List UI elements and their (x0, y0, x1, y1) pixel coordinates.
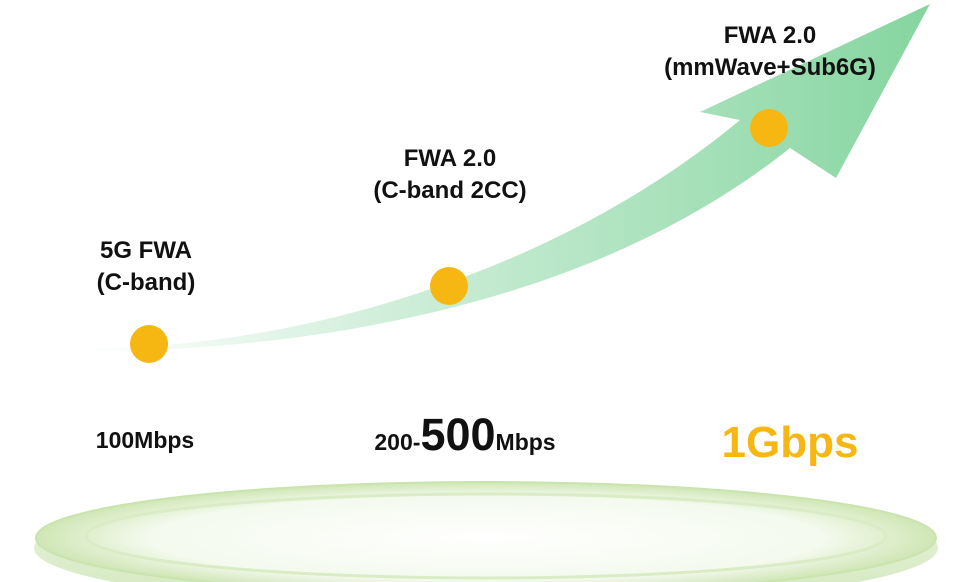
stage-label-fwa2-mmwave: FWA 2.0 (mmWave+Sub6G) (600, 20, 940, 85)
platform-disc-icon (34, 481, 938, 582)
milestone-dot-icon (130, 325, 168, 363)
stage-label-fwa2-cband: FWA 2.0 (C-band 2CC) (340, 143, 560, 208)
speed-label-1gbps: 1Gbps (721, 418, 859, 467)
stage-label-line1: FWA 2.0 (403, 145, 497, 172)
speed-label-200-500mbps: 200-500Mbps (330, 409, 600, 461)
stage-label-line1: FWA 2.0 (723, 22, 817, 49)
stage-label-line2: (C-band) (96, 269, 196, 297)
speed-big-number: 500 (420, 409, 496, 460)
stage-label-line2: (mmWave+Sub6G) (664, 54, 876, 82)
milestone-dot-icon (750, 109, 788, 147)
milestone-dot-icon (430, 267, 468, 305)
speed-label-100mbps: 100Mbps (95, 427, 195, 453)
speed-prefix: 200- (374, 429, 421, 455)
growth-arrow-icon (80, 4, 930, 352)
stage-label-5g-fwa: 5G FWA (C-band) (46, 235, 246, 300)
stage-label-line1: 5G FWA (99, 237, 192, 264)
speed-suffix: Mbps (495, 429, 556, 455)
stage-label-line2: (C-band 2CC) (373, 177, 527, 205)
